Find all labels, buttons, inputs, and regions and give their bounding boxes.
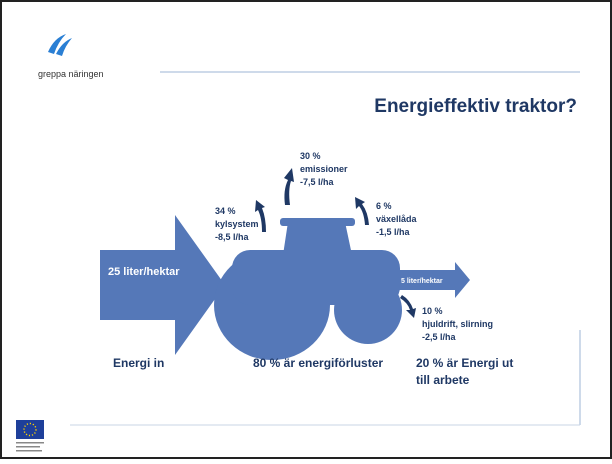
losses-caption: 80 % är energiförluster [253, 356, 383, 370]
loss-percent: 30 % [300, 151, 321, 161]
slide: greppa näringen Energieffektiv traktor? … [0, 0, 612, 459]
loss-amount: -1,5 l/ha [376, 227, 411, 237]
loss-label: växellåda [376, 214, 418, 224]
loss-amount: -2,5 l/ha [422, 332, 457, 342]
loss-label: kylsystem [215, 219, 259, 229]
input-caption: Energi in [113, 356, 164, 370]
title: Energieffektiv traktor? [374, 96, 577, 117]
page: greppa näringen Energieffektiv traktor? … [0, 0, 612, 464]
loss-percent: 6 % [376, 201, 392, 211]
loss-percent: 10 % [422, 306, 443, 316]
loss-label: emissioner [300, 164, 348, 174]
loss-percent: 34 % [215, 206, 236, 216]
loss-amount: -7,5 l/ha [300, 177, 335, 187]
output-caption: 20 % är Energi ut [416, 356, 513, 370]
output-caption: till arbete [416, 373, 470, 387]
input-arrow-label: 25 liter/hektar [108, 266, 180, 278]
logo-text: greppa näringen [38, 69, 104, 79]
eu-flag [16, 420, 44, 452]
loss-amount: -8,5 l/ha [215, 232, 250, 242]
output-arrow-label: 5 liter/hektar [401, 278, 443, 285]
loss-label: hjuldrift, slirning [422, 319, 493, 329]
